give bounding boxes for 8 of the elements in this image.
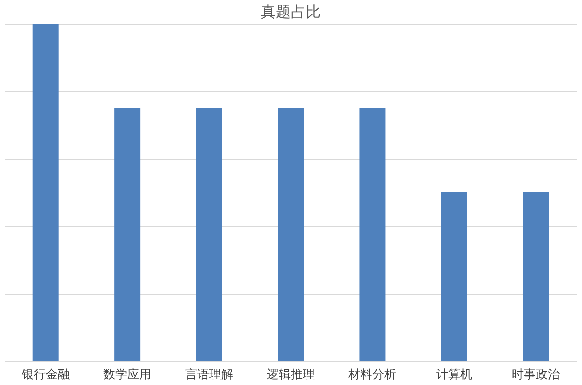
- x-tick-label: 材料分析: [348, 368, 397, 382]
- x-tick-label: 时事政治: [512, 368, 560, 382]
- chart-title: 真题占比: [261, 3, 321, 21]
- x-tick-label: 数学应用: [104, 368, 152, 382]
- x-tick-label: 逻辑推理: [267, 368, 315, 382]
- x-tick-label: 言语理解: [185, 368, 234, 382]
- x-tick-label: 计算机: [436, 368, 472, 382]
- x-tick-label: 银行金融: [20, 368, 70, 382]
